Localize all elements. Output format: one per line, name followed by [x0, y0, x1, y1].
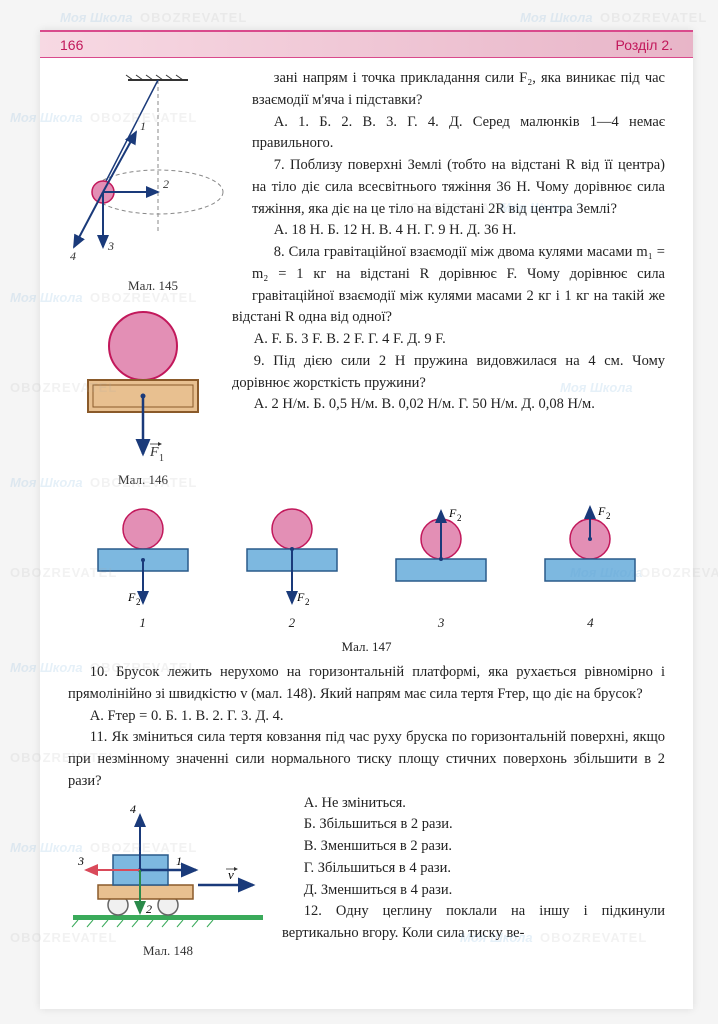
svg-text:1: 1	[140, 119, 146, 133]
svg-text:F: F	[296, 590, 305, 604]
watermark-oboz: OBOZREVATEL	[140, 10, 247, 25]
figure-148-svg: 4 1 3 2 v	[68, 797, 268, 937]
section-label: Розділ 2.	[616, 37, 673, 53]
figure-145: 1 2 3 4 Мал. 145	[68, 72, 238, 296]
figure-147: F2 1 F2 2 F2	[68, 503, 665, 633]
svg-text:4: 4	[70, 249, 76, 263]
page-number: 166	[60, 37, 83, 53]
svg-text:2: 2	[457, 513, 462, 523]
fig147-label-2: 2	[217, 613, 366, 633]
watermark-brand: Моя Школа	[520, 10, 593, 25]
svg-text:2: 2	[136, 597, 141, 607]
svg-text:F: F	[448, 506, 457, 520]
svg-text:4: 4	[130, 802, 136, 816]
figure-147-caption: Мал. 147	[68, 637, 665, 657]
svg-text:2: 2	[606, 511, 611, 521]
figure-145-caption: Мал. 145	[68, 276, 238, 296]
watermark-oboz: OBOZREVATEL	[600, 10, 707, 25]
figure-146: F 1 Мал. 146	[68, 306, 218, 490]
figure-146-caption: Мал. 146	[68, 470, 218, 490]
fig147-label-4: 4	[516, 613, 665, 633]
svg-text:2: 2	[146, 902, 152, 916]
svg-text:2: 2	[163, 177, 169, 191]
svg-text:3: 3	[107, 239, 114, 253]
text-11: 11. Як зміниться сила тертя ковзання під…	[68, 727, 665, 792]
svg-text:F: F	[597, 504, 606, 518]
figure-148: 4 1 3 2 v Мал. 148	[68, 797, 268, 961]
text-10a: А. Fтер = 0. Б. 1. В. 2. Г. 3. Д. 4.	[68, 706, 665, 728]
page-header: 166 Розділ 2.	[40, 30, 693, 58]
page-content: 1 2 3 4 Мал. 145 зані напрям і точка при…	[40, 58, 693, 955]
svg-text:3: 3	[77, 854, 84, 868]
figure-145-svg: 1 2 3 4	[68, 72, 238, 272]
text-10: 10. Брусок лежить нерухомо на горизонтал…	[68, 662, 665, 706]
figure-148-caption: Мал. 148	[68, 941, 268, 961]
page: 166 Розділ 2.	[40, 30, 693, 1009]
svg-text:F: F	[127, 590, 136, 604]
svg-text:F: F	[149, 445, 159, 460]
fig147-label-3: 3	[367, 613, 516, 633]
watermark-brand: Моя Школа	[60, 10, 133, 25]
svg-text:2: 2	[305, 597, 310, 607]
figure-146-svg: F 1	[68, 306, 218, 466]
svg-text:1: 1	[176, 854, 182, 868]
fig147-label-1: 1	[68, 613, 217, 633]
svg-text:1: 1	[159, 453, 164, 464]
